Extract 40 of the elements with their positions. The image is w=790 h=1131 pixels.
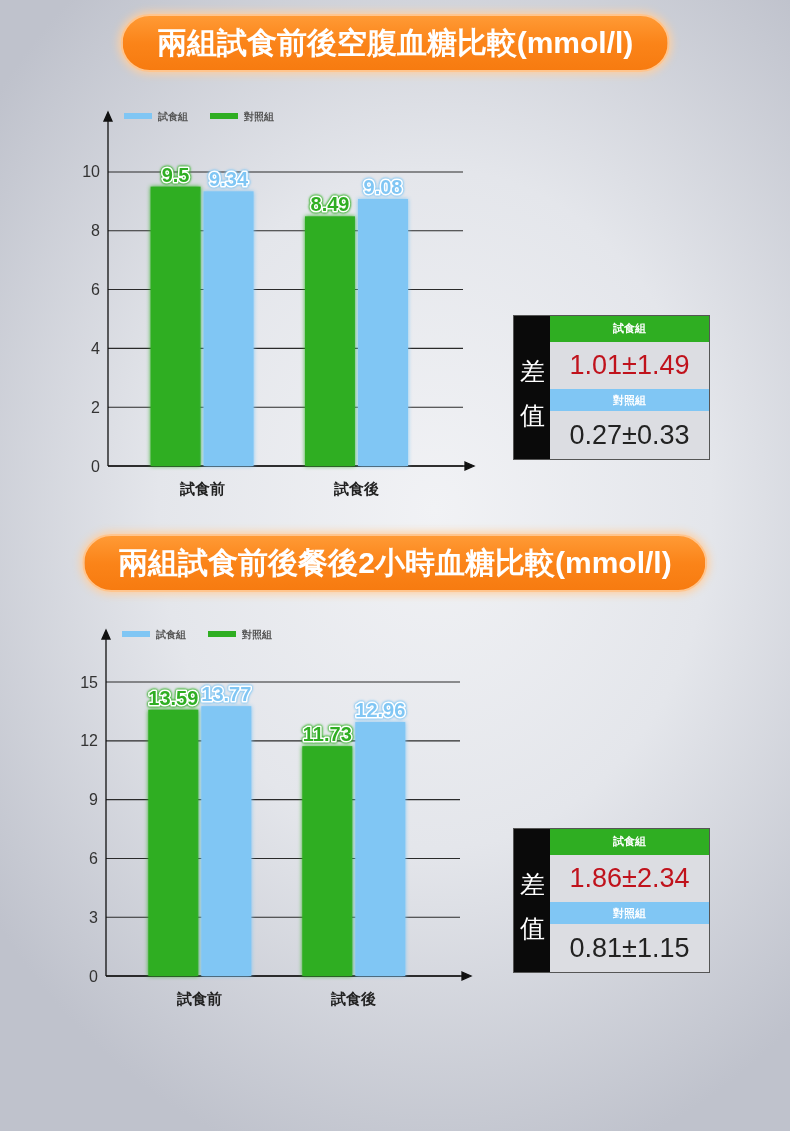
data-label: 9.5 xyxy=(161,163,190,186)
legend-label: 對照組 xyxy=(243,110,274,122)
text: 差值 xyxy=(519,868,545,944)
data-label: 12.96 xyxy=(355,699,406,722)
y-tick-label: 6 xyxy=(89,849,99,867)
text: 1.86±2.34 xyxy=(568,862,691,896)
chart-title: 兩組試食前後餐後2小時血糖比較(mmol/l) xyxy=(82,534,708,592)
text: 差值 xyxy=(519,355,545,431)
text: 0.27±0.33 xyxy=(568,418,691,452)
legend-label: 試食組 xyxy=(157,110,188,122)
x-tick-label: 試食後 xyxy=(333,480,379,497)
text: 對照組 xyxy=(550,902,709,925)
y-tick-label: 10 xyxy=(82,163,101,181)
text: 試食組 xyxy=(550,316,709,342)
y-tick-label: 15 xyxy=(80,673,99,691)
y-tick-label: 12 xyxy=(80,732,99,750)
y-tick-label: 6 xyxy=(91,281,101,299)
data-label: 13.77 xyxy=(201,683,252,706)
y-tick-label: 2 xyxy=(91,398,101,416)
legend-label: 試食組 xyxy=(155,628,186,640)
legend-label: 對照組 xyxy=(241,628,272,640)
x-tick-label: 試食後 xyxy=(330,990,377,1007)
data-label: 9.34 xyxy=(209,168,249,191)
data-label: 8.49 xyxy=(310,193,350,216)
y-tick-label: 0 xyxy=(91,457,101,475)
text: 對照組 xyxy=(550,389,709,412)
text: 1.01±1.49 xyxy=(568,349,691,383)
y-tick-label: 4 xyxy=(91,339,101,357)
text: 試食組 xyxy=(550,829,709,855)
data-label: 13.59 xyxy=(148,686,199,709)
y-tick-label: 3 xyxy=(89,908,99,926)
y-tick-label: 0 xyxy=(89,967,99,985)
data-label: 11.73 xyxy=(302,723,352,746)
x-tick-label: 試食前 xyxy=(178,480,225,497)
y-tick-label: 8 xyxy=(91,222,101,240)
text: 0.81±1.15 xyxy=(568,931,691,965)
y-tick-label: 9 xyxy=(89,791,99,809)
chart-title: 兩組試食前後空腹血糖比較(mmol/l) xyxy=(120,14,670,72)
data-label: 9.08 xyxy=(363,175,403,198)
x-tick-label: 試食前 xyxy=(176,990,223,1007)
